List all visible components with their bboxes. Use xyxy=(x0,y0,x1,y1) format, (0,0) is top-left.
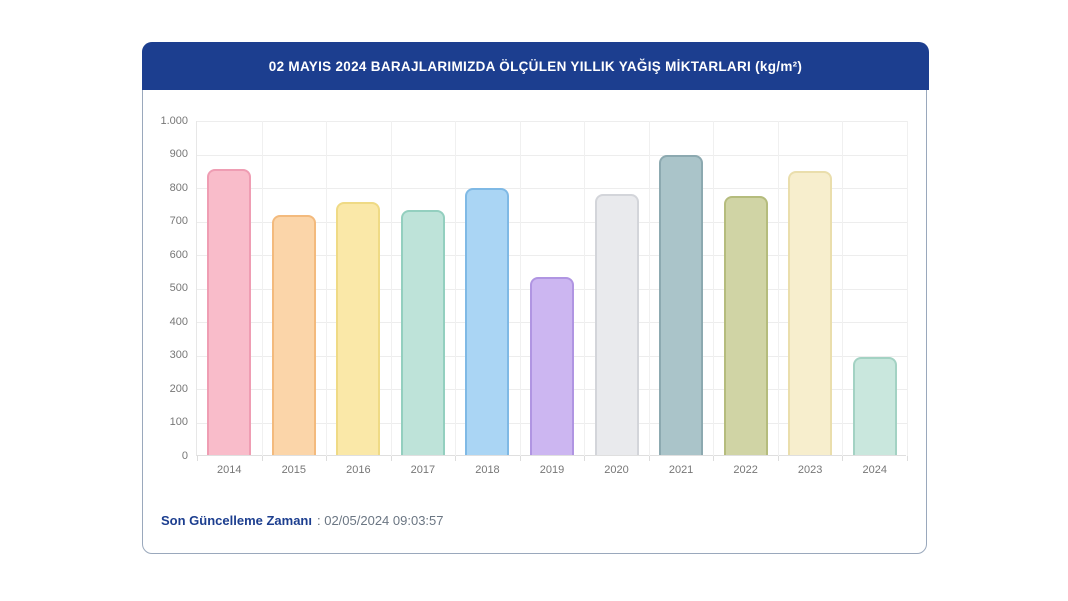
x-axis-tick xyxy=(391,456,392,461)
bar-2016[interactable] xyxy=(336,201,381,455)
h-gridline xyxy=(197,221,907,223)
x-axis-tick xyxy=(713,456,714,461)
v-gridline xyxy=(455,121,456,456)
x-tick-label-2024: 2024 xyxy=(862,464,887,476)
x-axis-tick xyxy=(907,456,908,461)
chart-title: 02 MAYIS 2024 BARAJLARIMIZDA ÖLÇÜLEN YIL… xyxy=(268,58,803,74)
v-gridline xyxy=(842,121,843,456)
y-tick-label: 200 xyxy=(169,382,188,395)
x-tick-label-2020: 2020 xyxy=(604,464,629,476)
x-axis-tick xyxy=(842,456,843,461)
h-gridline xyxy=(197,188,907,189)
h-gridline xyxy=(197,154,907,156)
plot-wrap: 1.000 900 800 700 600 500 400 300 200 100 0 2014 201… xyxy=(143,91,928,511)
x-tick-label-2014: 2014 xyxy=(217,464,242,476)
x-tick-label-2023: 2023 xyxy=(797,464,823,476)
bar-2021[interactable] xyxy=(659,154,704,455)
v-gridline xyxy=(262,121,263,456)
x-axis-tick xyxy=(778,456,779,461)
bar-2018[interactable] xyxy=(465,188,510,455)
x-axis-tick xyxy=(520,456,521,461)
last-update-label: Son Güncelleme Zamanı xyxy=(161,513,312,528)
v-gridline xyxy=(520,121,521,456)
y-tick-label: 100 xyxy=(169,416,188,428)
x-axis-tick xyxy=(262,456,263,461)
y-tick-label: 800 xyxy=(169,181,188,194)
x-tick-label-2018: 2018 xyxy=(475,464,500,476)
bar-2019[interactable] xyxy=(530,277,574,455)
bar-2020[interactable] xyxy=(594,194,639,455)
x-axis-tick xyxy=(584,456,585,461)
y-tick-label: 500 xyxy=(169,282,188,294)
x-tick-label-2019: 2019 xyxy=(539,464,565,476)
v-gridline xyxy=(778,121,779,456)
bar-2015[interactable] xyxy=(271,214,316,455)
x-axis-tick xyxy=(455,456,456,461)
x-axis-tick xyxy=(649,456,650,461)
y-tick-label: 600 xyxy=(169,248,188,261)
chart-header: 02 MAYIS 2024 BARAJLARIMIZDA ÖLÇÜLEN YIL… xyxy=(142,42,929,90)
x-tick-label-2016: 2016 xyxy=(346,464,371,476)
bar-2023[interactable] xyxy=(788,170,833,455)
x-tick-label-2022: 2022 xyxy=(733,464,758,476)
chart-card: 02 MAYIS 2024 BARAJLARIMIZDA ÖLÇÜLEN YIL… xyxy=(142,42,929,554)
bar-2022[interactable] xyxy=(723,195,768,455)
y-tick-label: 700 xyxy=(169,215,188,227)
x-tick-label-2021: 2021 xyxy=(668,464,694,476)
plot-area: 1.000 900 800 700 600 500 400 300 200 100 0 2014 201… xyxy=(160,115,908,476)
x-axis-tick xyxy=(326,456,327,461)
h-gridline xyxy=(197,255,907,256)
y-tick-label: 400 xyxy=(169,315,188,328)
v-gridline xyxy=(907,121,908,456)
last-update: Son Güncelleme Zamanı : 02/05/2024 09:03… xyxy=(161,513,444,528)
y-tick-label: 900 xyxy=(169,148,188,160)
last-update-value: : 02/05/2024 09:03:57 xyxy=(317,513,444,528)
y-tick-label: 0 xyxy=(181,449,188,462)
bar-2014[interactable] xyxy=(207,168,252,455)
v-gridline xyxy=(326,121,327,456)
h-gridline xyxy=(197,121,907,122)
bar-2017[interactable] xyxy=(400,210,445,455)
y-tick-label: 300 xyxy=(169,349,188,361)
x-axis-tick xyxy=(197,456,198,461)
v-gridline xyxy=(584,121,585,456)
y-tick-label: 1.000 xyxy=(160,114,188,127)
v-gridline xyxy=(649,121,650,456)
v-gridline xyxy=(713,121,714,456)
bar-2024[interactable] xyxy=(852,357,897,455)
v-gridline xyxy=(391,121,392,456)
x-tick-label-2017: 2017 xyxy=(410,464,436,476)
x-tick-label-2015: 2015 xyxy=(281,464,307,476)
